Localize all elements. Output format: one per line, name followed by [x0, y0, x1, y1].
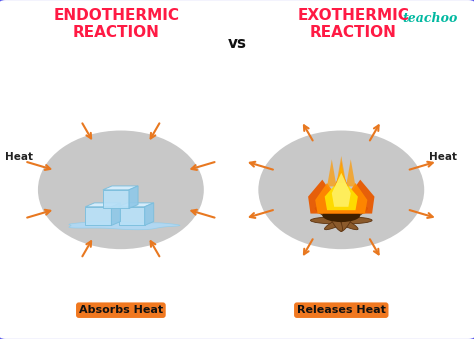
Text: Releases Heat: Releases Heat — [297, 305, 386, 315]
Circle shape — [38, 131, 204, 249]
Polygon shape — [103, 190, 129, 208]
Polygon shape — [337, 156, 346, 183]
Text: teachoo: teachoo — [402, 12, 457, 25]
Text: EXOTHERMIC
REACTION: EXOTHERMIC REACTION — [297, 8, 409, 40]
Text: Heat: Heat — [5, 152, 33, 162]
Polygon shape — [103, 186, 138, 190]
Ellipse shape — [325, 207, 367, 230]
Polygon shape — [118, 203, 154, 207]
Polygon shape — [346, 159, 356, 186]
Polygon shape — [85, 207, 111, 225]
Polygon shape — [325, 164, 358, 210]
Polygon shape — [85, 203, 120, 207]
Polygon shape — [308, 170, 374, 214]
Circle shape — [258, 131, 424, 249]
Ellipse shape — [326, 203, 343, 231]
Polygon shape — [129, 186, 138, 208]
Ellipse shape — [322, 208, 360, 222]
Polygon shape — [145, 203, 154, 225]
Text: Heat: Heat — [429, 152, 457, 162]
Polygon shape — [69, 221, 180, 230]
Text: Absorbs Heat: Absorbs Heat — [79, 305, 163, 315]
Polygon shape — [332, 173, 351, 207]
Polygon shape — [315, 161, 367, 214]
Ellipse shape — [315, 207, 358, 230]
Polygon shape — [111, 203, 120, 225]
Text: ENDOTHERMIC
REACTION: ENDOTHERMIC REACTION — [53, 8, 179, 40]
Polygon shape — [327, 159, 337, 186]
Ellipse shape — [340, 203, 357, 231]
Polygon shape — [118, 207, 145, 225]
Text: vs: vs — [228, 36, 246, 51]
Ellipse shape — [310, 217, 372, 224]
